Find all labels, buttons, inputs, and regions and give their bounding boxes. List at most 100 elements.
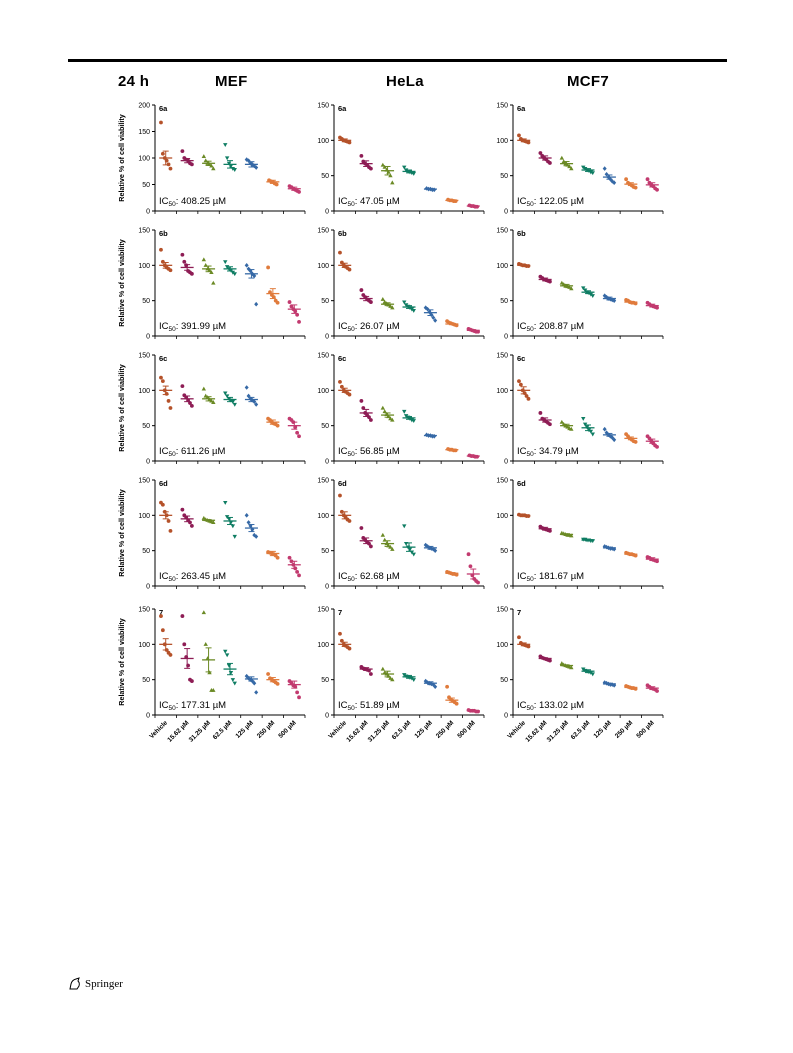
data-point — [655, 305, 659, 310]
data-point — [297, 190, 301, 194]
panel-label: 6c — [517, 354, 525, 363]
data-point — [468, 564, 473, 569]
data-point — [159, 614, 163, 618]
data-point — [226, 663, 232, 668]
y-axis-title: Relative % of cell viability — [117, 239, 126, 326]
data-point — [347, 392, 352, 397]
data-point — [160, 628, 165, 633]
data-point — [411, 419, 416, 424]
ic50-annotation: IC50: 122.05 µM — [517, 196, 584, 208]
data-point — [223, 649, 228, 654]
x-category-label: Vehicle — [506, 719, 527, 740]
ic50-value: : 611.26 µM — [176, 446, 226, 457]
data-point — [211, 520, 216, 524]
ic50-annotation: IC50: 391.99 µM — [159, 321, 226, 333]
data-point — [590, 171, 595, 176]
ic50-prefix: IC — [517, 700, 527, 711]
y-tick-label: 0 — [504, 209, 508, 216]
x-category-label: 31.25 µM — [188, 719, 212, 743]
y-tick-label: 50 — [142, 298, 150, 305]
data-point — [246, 158, 251, 163]
ic50-annotation: IC50: 62.68 µM — [338, 571, 400, 583]
column-title-hela: HeLa — [386, 73, 424, 90]
x-category-label: 31.25 µM — [367, 719, 391, 743]
data-point — [189, 271, 194, 276]
ic50-subscript: 50 — [348, 705, 356, 712]
data-point — [338, 250, 342, 255]
data-point — [160, 259, 165, 264]
data-point — [159, 375, 163, 380]
data-point — [390, 546, 395, 551]
panel-label: 6b — [517, 229, 526, 238]
data-point — [254, 165, 259, 170]
column-title-mcf7: MCF7 — [567, 73, 610, 90]
data-point — [569, 166, 574, 171]
column-title-mef: MEF — [215, 73, 248, 90]
springer-horse-icon — [69, 977, 80, 990]
data-point — [517, 379, 521, 384]
data-point — [168, 406, 173, 410]
y-tick-label: 150 — [317, 478, 329, 485]
y-tick-label: 0 — [146, 584, 150, 591]
y-tick-label: 50 — [142, 677, 150, 684]
y-tick-label: 100 — [317, 642, 329, 649]
data-point — [368, 418, 373, 422]
data-point — [201, 386, 207, 391]
data-point — [230, 270, 236, 275]
panel-label: 6d — [517, 479, 526, 488]
y-tick-label: 150 — [496, 228, 508, 235]
data-point — [604, 171, 609, 177]
data-point — [338, 493, 342, 498]
x-category-label: 15.62 µM — [166, 719, 190, 743]
data-point — [166, 519, 171, 523]
x-category-label: 500 µM — [277, 719, 297, 739]
data-point — [254, 534, 259, 539]
data-point — [297, 573, 301, 578]
panel-label: 7 — [338, 608, 342, 617]
ic50-prefix: IC — [159, 700, 169, 711]
y-tick-label: 100 — [496, 138, 508, 145]
y-tick-label: 50 — [142, 423, 150, 430]
data-point — [266, 672, 271, 676]
data-point — [602, 166, 607, 171]
data-point — [168, 528, 173, 533]
ic50-annotation: IC50: 611.26 µM — [159, 446, 225, 458]
y-tick-label: 100 — [138, 642, 150, 649]
data-point — [275, 300, 280, 305]
data-point — [287, 300, 292, 304]
ic50-annotation: IC50: 133.02 µM — [517, 700, 584, 712]
data-point — [368, 166, 373, 171]
ic50-annotation: IC50: 34.79 µM — [517, 446, 579, 458]
y-tick-label: 0 — [325, 334, 329, 341]
data-point — [166, 399, 171, 403]
data-point — [211, 687, 216, 692]
data-point — [559, 419, 565, 424]
y-tick-label: 100 — [317, 138, 329, 145]
data-point — [390, 180, 395, 185]
data-point — [411, 552, 416, 557]
ic50-value: : 51.89 µM — [355, 700, 400, 711]
data-point — [547, 279, 552, 284]
ic50-subscript: 50 — [169, 326, 177, 333]
y-tick-label: 150 — [138, 353, 150, 360]
data-point — [250, 527, 255, 532]
y-tick-label: 0 — [325, 584, 329, 591]
data-point — [160, 151, 165, 156]
y-tick-label: 50 — [500, 173, 508, 180]
panel-label: 6a — [517, 104, 526, 113]
ic50-prefix: IC — [338, 446, 348, 457]
ic50-annotation: IC50: 51.89 µM — [338, 700, 400, 712]
y-tick-label: 50 — [142, 548, 150, 555]
data-point — [230, 524, 236, 529]
data-point — [295, 430, 300, 435]
data-point — [581, 286, 586, 291]
y-axis-title: Relative % of cell viability — [117, 364, 126, 451]
data-point — [432, 187, 437, 193]
y-tick-label: 50 — [321, 677, 329, 684]
data-point — [189, 162, 194, 167]
y-tick-label: 150 — [317, 353, 329, 360]
data-point — [338, 379, 342, 384]
y-tick-label: 50 — [321, 548, 329, 555]
